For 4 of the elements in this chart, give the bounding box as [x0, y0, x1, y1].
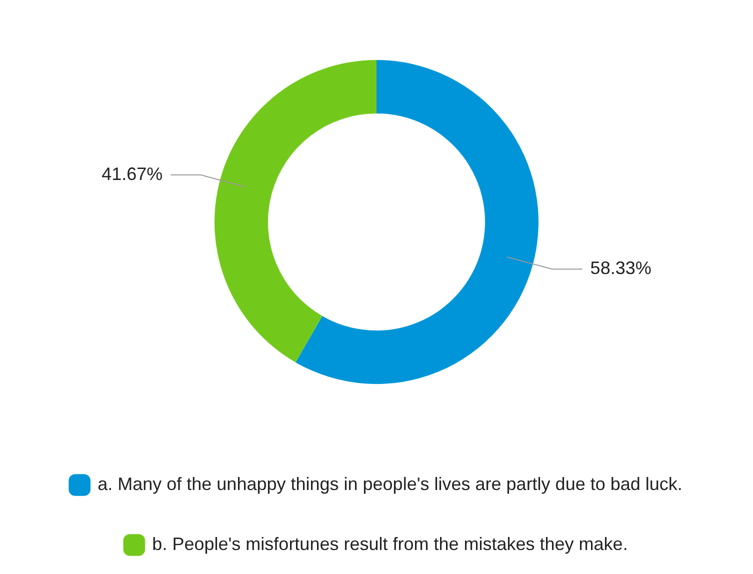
data-label: 58.33% [590, 258, 652, 278]
legend-label: a. Many of the unhappy things in people's lives are partly due to bad luck. [98, 474, 682, 494]
data-label: 41.67% [102, 164, 163, 184]
legend-label: b. People's misfortunes result from the mistakes they make. [152, 534, 628, 554]
